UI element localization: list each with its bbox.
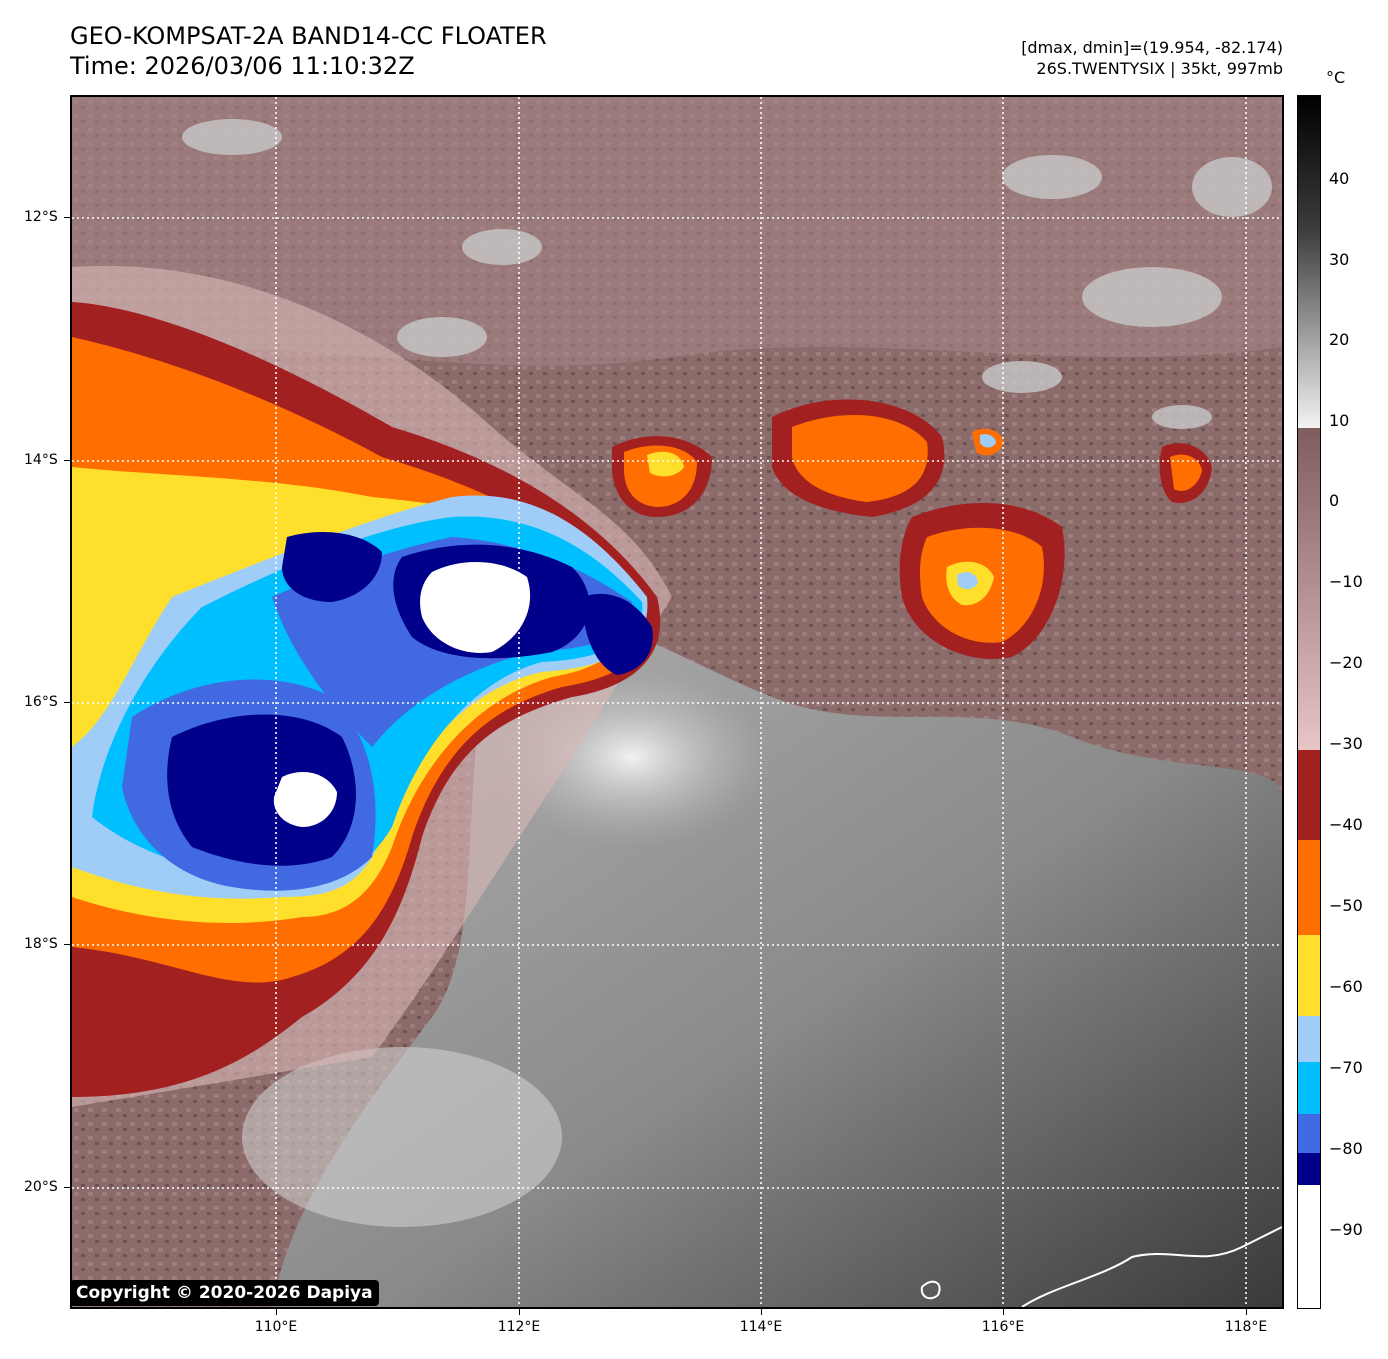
- colorbar-label-minus80: −80: [1329, 1139, 1363, 1158]
- copyright-badge: Copyright © 2020-2026 Dapiya: [70, 1280, 379, 1306]
- colorbar-label-40: 40: [1329, 169, 1350, 188]
- map-title: GEO-KOMPSAT-2A BAND14-CC FLOATER: [70, 22, 547, 50]
- convective-cells: [612, 399, 1212, 659]
- lon-label-114e: 114°E: [739, 1319, 783, 1335]
- lat-label-20s: 20°S: [24, 1179, 58, 1195]
- coldest-cloud-top: [420, 561, 531, 653]
- colorbar-unit: °C: [1326, 68, 1346, 87]
- storm-info-text: 26S.TWENTYSIX | 35kt, 997mb: [1036, 59, 1283, 78]
- lon-label-116e: 116°E: [981, 1319, 1025, 1335]
- colorbar-gradient: [1298, 96, 1320, 1308]
- lon-label-118e: 118°E: [1224, 1319, 1268, 1335]
- lat-label-14s: 14°S: [24, 452, 58, 468]
- colorbar-label-minus90: −90: [1329, 1220, 1363, 1239]
- convective-cloud-mass: [72, 302, 661, 1097]
- lat-label-12s: 12°S: [24, 209, 58, 225]
- lon-label-112e: 112°E: [497, 1319, 541, 1335]
- lat-label-18s: 18°S: [24, 936, 58, 952]
- map-timestamp: Time: 2026/03/06 11:10:32Z: [70, 52, 415, 80]
- colorbar-label-minus20: −20: [1329, 653, 1363, 672]
- coastline: [1021, 1226, 1282, 1307]
- colorbar-label-minus60: −60: [1329, 977, 1363, 996]
- graticule: [72, 97, 1282, 1307]
- colorbar-label-minus50: −50: [1329, 896, 1363, 915]
- lat-label-16s: 16°S: [24, 694, 58, 710]
- colorbar-label-minus40: −40: [1329, 815, 1363, 834]
- colorbar-label-30: 30: [1329, 250, 1350, 269]
- colorbar-label-10: 10: [1329, 411, 1350, 430]
- colorbar: [1297, 95, 1321, 1309]
- low-cloud-patches: [182, 119, 1272, 429]
- satellite-map: [70, 95, 1284, 1309]
- colorbar-label-minus70: −70: [1329, 1058, 1363, 1077]
- colorbar-label-minus10: −10: [1329, 572, 1363, 591]
- colorbar-label-20: 20: [1329, 330, 1350, 349]
- lon-label-110e: 110°E: [254, 1319, 298, 1335]
- temperature-range-text: [dmax, dmin]=(19.954, -82.174): [1021, 38, 1283, 57]
- colorbar-label-0: 0: [1329, 491, 1340, 510]
- colorbar-label-minus30: −30: [1329, 734, 1363, 753]
- satellite-imagery: [72, 97, 1282, 1307]
